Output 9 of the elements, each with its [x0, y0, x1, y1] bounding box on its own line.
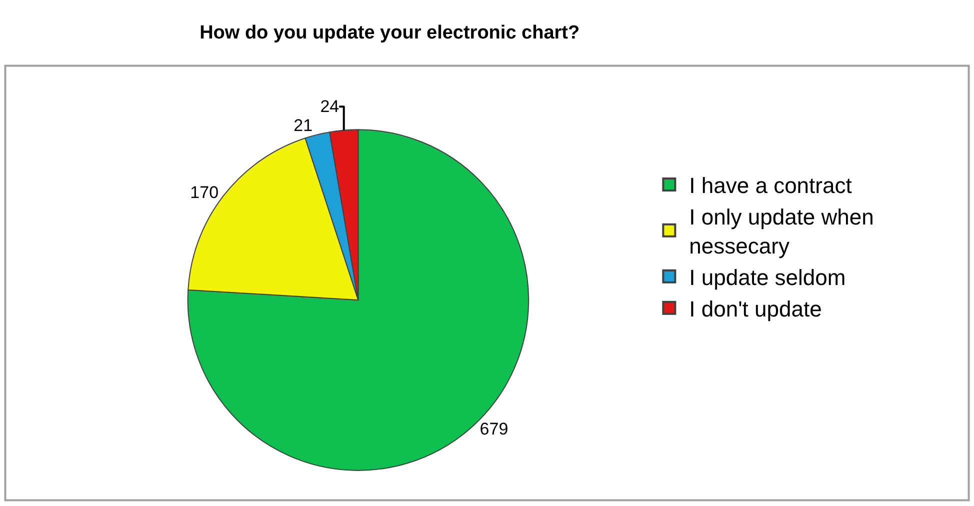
- data-label: 21: [294, 116, 313, 136]
- data-label: 170: [190, 182, 219, 202]
- chart-title: How do you update your electronic chart?: [200, 22, 580, 44]
- legend-label: I update seldom: [689, 264, 846, 290]
- legend-label: I only update when nessecary: [689, 204, 874, 258]
- legend-label: I don't update: [689, 296, 822, 322]
- data-label: 24: [320, 97, 340, 116]
- legend-label: I have a contract: [689, 173, 852, 198]
- data-label: 679: [480, 420, 508, 439]
